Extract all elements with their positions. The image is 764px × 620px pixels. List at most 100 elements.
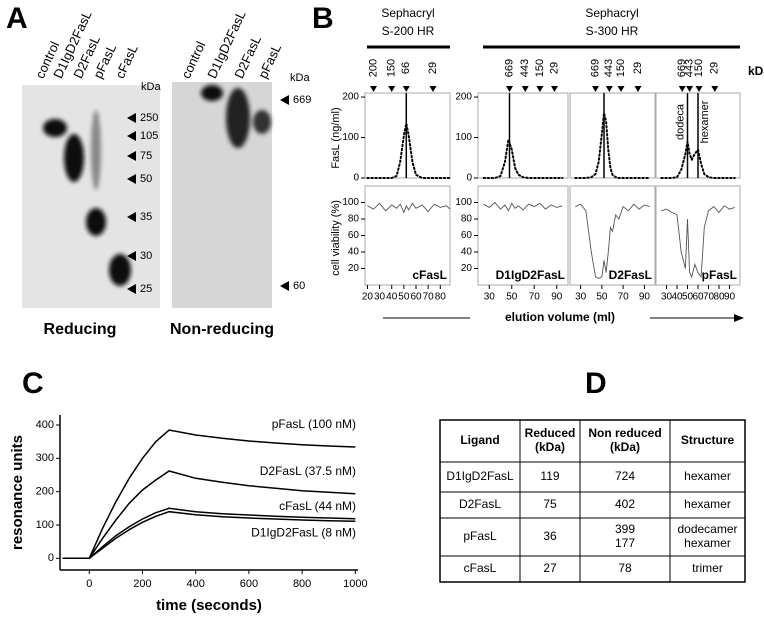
- x-tick-label: 90: [551, 292, 563, 303]
- mw-marker: [634, 86, 642, 92]
- mw-marker-label: 29: [427, 62, 439, 74]
- series-line: [574, 112, 651, 179]
- series-line: [62, 507, 356, 560]
- gel-band: [43, 119, 67, 137]
- table-cell: Non reduced: [588, 426, 661, 440]
- annotation: dodeca: [674, 103, 686, 140]
- x-tick-label: 30: [575, 292, 587, 303]
- marker-arrow: [127, 131, 136, 141]
- series-line: [62, 470, 356, 560]
- table-cell: Reduced: [525, 426, 576, 440]
- x-tick-label: 90: [639, 292, 651, 303]
- y-tick-label: 0: [353, 173, 359, 184]
- annotation: hexamer: [699, 100, 711, 143]
- mw-marker-label: 150: [615, 59, 627, 77]
- gel-band: [226, 88, 250, 148]
- x-tick-label: 80: [713, 292, 725, 303]
- mw-marker: [521, 86, 529, 92]
- table-cell: cFasL: [464, 561, 497, 575]
- y-axis-label: resonance units: [9, 435, 26, 550]
- x-tick-label: 70: [529, 292, 541, 303]
- y2-tick-label: 20: [348, 263, 360, 274]
- table-cell: D2FasL: [459, 497, 501, 511]
- table-cell: Structure: [681, 433, 735, 447]
- table-cell: pFasL: [463, 529, 497, 543]
- mw-marker-label: 29: [709, 62, 721, 74]
- table-cell: 402: [615, 497, 635, 511]
- marker-arrow: [127, 174, 136, 184]
- mw-marker: [592, 86, 599, 92]
- y2-tick-label: 40: [348, 247, 360, 258]
- x-tick-label: 60: [410, 292, 422, 303]
- marker-label: 669: [293, 94, 311, 106]
- series-line: [483, 201, 563, 212]
- table-cell: hexamer: [684, 497, 731, 511]
- series-line: [575, 203, 650, 279]
- table-cell: 27: [543, 561, 557, 575]
- x-tick-label: 50: [506, 292, 518, 303]
- y-tick-label: 200: [342, 92, 359, 103]
- y-tick-label: 100: [455, 132, 472, 143]
- y2-tick-label: 40: [461, 247, 473, 258]
- chart-label: D1IgD2FasL: [496, 268, 565, 282]
- table-cell: 724: [615, 469, 635, 483]
- y2-tick-label: 20: [461, 263, 473, 274]
- x-tick-label: 600: [240, 578, 258, 590]
- series-label: pFasL (100 nM): [272, 417, 356, 431]
- y-tick-label: 0: [466, 173, 472, 184]
- column-header: S-300 HR: [586, 24, 639, 38]
- x-tick-label: 0: [86, 578, 92, 590]
- gel-bands: [43, 85, 271, 286]
- mw-marker-label: 150: [693, 59, 705, 77]
- mw-marker-label: 443: [603, 59, 615, 77]
- mw-marker-label: 29: [548, 62, 560, 74]
- y-tick-label: 100: [36, 519, 54, 531]
- gel-band: [253, 110, 271, 134]
- mw-marker: [551, 86, 558, 92]
- plot-frame: [569, 185, 656, 286]
- marker-arrow: [280, 95, 289, 105]
- kda-label: kDa: [290, 72, 310, 84]
- mw-marker: [370, 86, 377, 92]
- mw-marker: [429, 86, 437, 92]
- y-axis-label: FasL (ng/ml): [330, 107, 342, 168]
- mw-marker: [711, 86, 719, 92]
- table-cell: hexamer: [684, 536, 731, 550]
- x-tick-label: 30: [374, 292, 386, 303]
- mw-marker-label: 200: [367, 59, 379, 77]
- x-tick-label: 30: [484, 292, 496, 303]
- table-cell: 78: [618, 561, 632, 575]
- gel-band: [86, 208, 106, 236]
- mw-marker-label: 150: [534, 59, 546, 77]
- marker-label: 75: [140, 150, 152, 162]
- series-line: [366, 123, 451, 179]
- x-tick-label: 70: [423, 292, 435, 303]
- mw-marker-label: 29: [632, 62, 644, 74]
- panel-letter: C: [22, 367, 44, 400]
- y2-tick-label: 100: [342, 197, 359, 208]
- y-tick-label: 300: [36, 452, 54, 464]
- x-tick-label: 70: [703, 292, 715, 303]
- marker-arrow: [280, 281, 289, 291]
- chart-label: D2FasL: [609, 268, 652, 282]
- x-tick-label: 800: [293, 578, 311, 590]
- mw-marker: [686, 86, 694, 92]
- mw-marker-label: 443: [684, 59, 696, 77]
- marker-label: 250: [140, 112, 158, 124]
- x-tick-label: 40: [671, 292, 683, 303]
- y2-tick-label: 60: [348, 230, 360, 241]
- gel-band: [201, 85, 223, 101]
- mw-marker: [678, 86, 686, 92]
- table-cell: dodecamer: [677, 522, 737, 536]
- y2-tick-label: 100: [455, 197, 472, 208]
- table-cell: D1IgD2FasL: [446, 469, 514, 483]
- table-cell: 399: [615, 522, 635, 536]
- column-header: Sephacryl: [585, 6, 638, 20]
- mw-marker: [617, 86, 625, 92]
- series-label: D1IgD2FasL (8 nM): [251, 526, 356, 540]
- column-header: S-200 HR: [382, 24, 435, 38]
- gel-band: [109, 254, 131, 286]
- y2-tick-label: 80: [348, 214, 360, 225]
- series-line: [660, 141, 736, 179]
- mw-marker: [695, 86, 703, 92]
